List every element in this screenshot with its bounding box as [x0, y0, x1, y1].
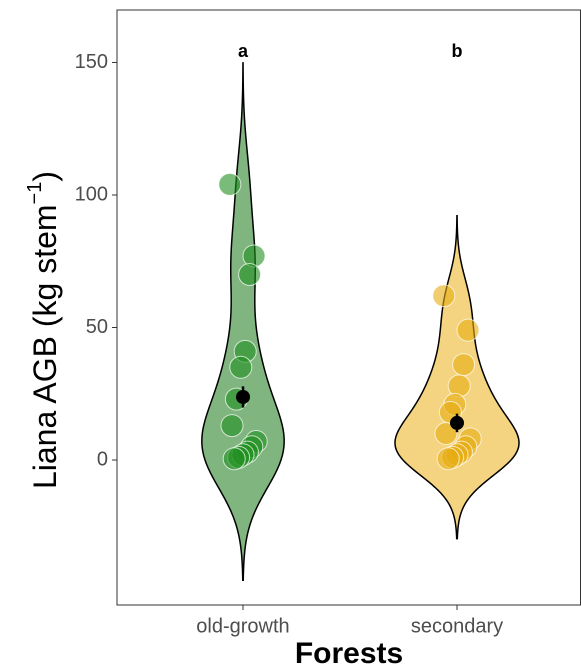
data-point — [432, 284, 456, 308]
data-point — [220, 414, 244, 438]
annotation: b — [452, 41, 463, 61]
panel-border — [116, 9, 581, 606]
data-point — [456, 318, 480, 342]
data-point — [238, 263, 262, 287]
mean-point — [450, 415, 464, 430]
data-point — [434, 422, 458, 446]
data-point — [218, 172, 242, 196]
y-tick-label: 0 — [97, 448, 108, 470]
data-point — [452, 353, 476, 377]
y-tick-label: 150 — [75, 51, 108, 73]
data-point — [436, 447, 460, 471]
mean-point — [236, 389, 250, 404]
y-tick-label: 50 — [86, 316, 108, 338]
x-tick-label: secondary — [411, 615, 503, 637]
x-axis-title: Forests — [295, 637, 403, 670]
violin — [201, 62, 285, 581]
y-axis-title: Liana AGB (kg stem−1) — [24, 171, 63, 489]
y-title-main: Liana AGB (kg stem — [27, 204, 63, 489]
x-tick-label: old-growth — [196, 615, 289, 637]
y-tick-label: 100 — [75, 183, 108, 205]
annotation: a — [238, 41, 249, 61]
y-title-end: ) — [27, 171, 63, 182]
y-title-sup: −1 — [24, 182, 46, 205]
data-point — [229, 355, 253, 379]
data-point — [222, 447, 246, 471]
